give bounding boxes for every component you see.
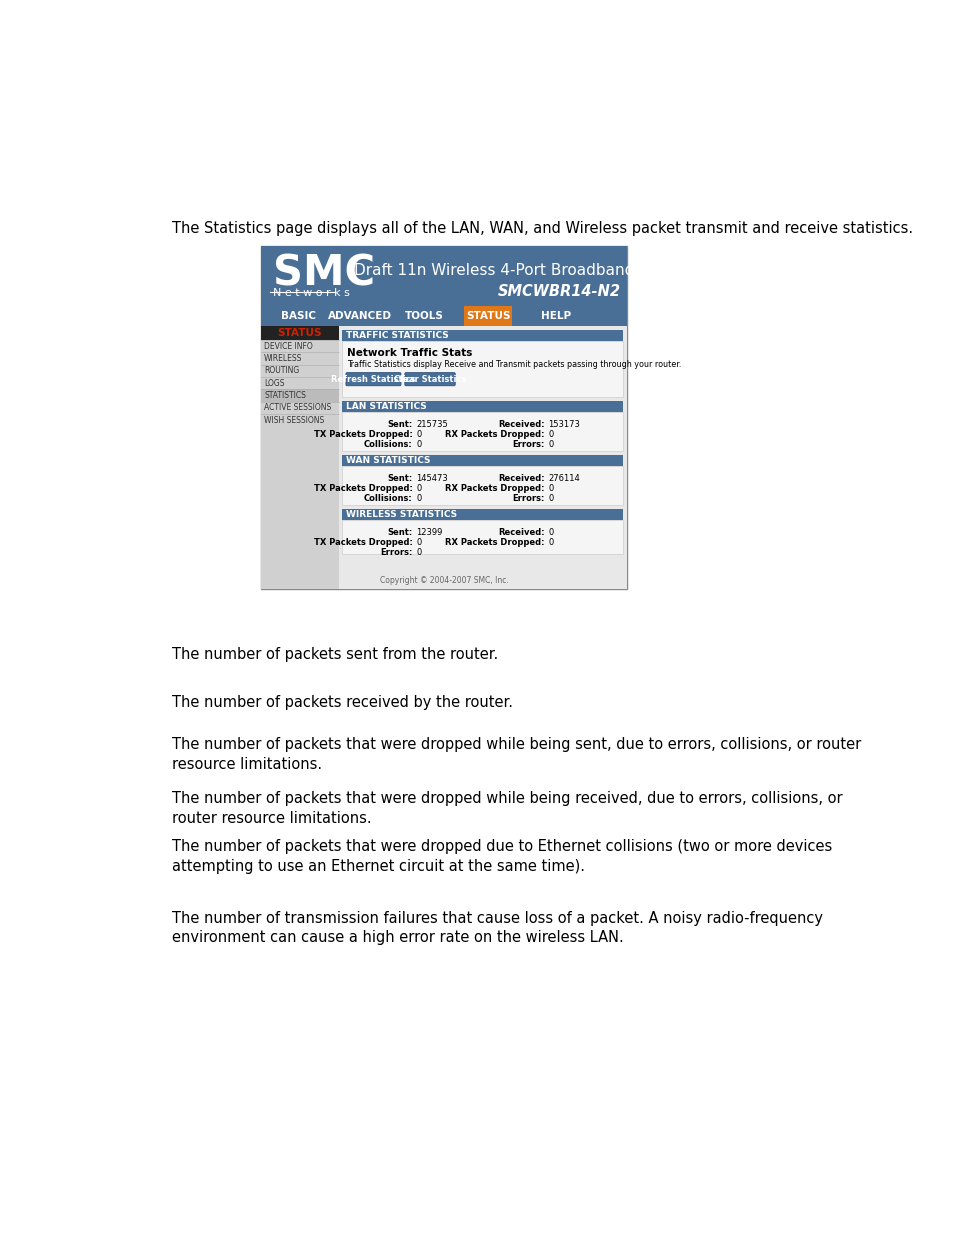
Text: LOGS: LOGS: [264, 379, 284, 388]
Text: The number of transmission failures that cause loss of a packet. A noisy radio-f: The number of transmission failures that…: [172, 910, 822, 945]
Bar: [342, 454, 622, 466]
Text: STATUS: STATUS: [277, 329, 322, 338]
Bar: [342, 509, 622, 520]
Text: N e t w o r k s: N e t w o r k s: [273, 288, 349, 298]
Text: Sent:: Sent:: [387, 474, 412, 483]
Text: HELP: HELP: [540, 311, 570, 321]
Text: 0: 0: [548, 494, 553, 503]
Text: Received:: Received:: [497, 474, 544, 483]
Text: The number of packets that were dropped while being received, due to errors, col: The number of packets that were dropped …: [172, 792, 841, 826]
Text: RX Packets Dropped:: RX Packets Dropped:: [444, 537, 544, 547]
Bar: [342, 520, 622, 555]
Text: BASIC: BASIC: [280, 311, 315, 321]
Text: Errors:: Errors:: [512, 494, 544, 503]
Bar: [342, 412, 622, 451]
Text: Network Traffic Stats: Network Traffic Stats: [347, 347, 472, 358]
Text: TOOLS: TOOLS: [404, 311, 443, 321]
Text: 0: 0: [548, 484, 553, 493]
Text: ACTIVE SESSIONS: ACTIVE SESSIONS: [264, 403, 331, 412]
FancyBboxPatch shape: [346, 373, 400, 385]
Text: Copyright © 2004-2007 SMC, Inc.: Copyright © 2004-2007 SMC, Inc.: [379, 577, 508, 585]
Text: Refresh Statistics: Refresh Statistics: [331, 374, 416, 384]
Text: RX Packets Dropped:: RX Packets Dropped:: [444, 484, 544, 493]
Bar: [342, 401, 622, 412]
Text: WIRELESS STATISTICS: WIRELESS STATISTICS: [346, 510, 457, 519]
Text: RX Packets Dropped:: RX Packets Dropped:: [444, 430, 544, 438]
Bar: [342, 466, 622, 505]
Text: The number of packets received by the router.: The number of packets received by the ro…: [172, 695, 513, 710]
Text: The number of packets that were dropped due to Ethernet collisions (two or more : The number of packets that were dropped …: [172, 839, 831, 873]
Text: Collisions:: Collisions:: [363, 494, 412, 503]
Text: 153173: 153173: [548, 420, 579, 429]
Text: 0: 0: [416, 484, 421, 493]
Text: 0: 0: [548, 527, 553, 537]
Bar: [342, 341, 622, 396]
Bar: [261, 306, 626, 326]
Bar: [261, 389, 338, 401]
Bar: [261, 246, 626, 589]
Text: 276114: 276114: [548, 474, 579, 483]
Text: TX Packets Dropped:: TX Packets Dropped:: [314, 430, 412, 438]
FancyBboxPatch shape: [404, 373, 455, 385]
Text: 0: 0: [548, 537, 553, 547]
Text: Traffic Statistics display Receive and Transmit packets passing through your rou: Traffic Statistics display Receive and T…: [347, 359, 680, 369]
Text: Received:: Received:: [497, 527, 544, 537]
Text: SMCWBR14-N2: SMCWBR14-N2: [497, 284, 620, 300]
Text: The Statistics page displays all of the LAN, WAN, and Wireless packet transmit a: The Statistics page displays all of the …: [172, 221, 912, 236]
Text: 215735: 215735: [416, 420, 448, 429]
Text: STATISTICS: STATISTICS: [264, 390, 306, 400]
Text: 0: 0: [548, 430, 553, 438]
Text: 145473: 145473: [416, 474, 448, 483]
Text: 0: 0: [416, 430, 421, 438]
Text: Errors:: Errors:: [380, 548, 412, 557]
Text: WISH SESSIONS: WISH SESSIONS: [264, 415, 324, 425]
Text: WAN STATISTICS: WAN STATISTICS: [346, 456, 431, 464]
Text: WIRELESS: WIRELESS: [264, 354, 302, 363]
Bar: [464, 306, 512, 326]
Bar: [261, 326, 338, 589]
Text: 0: 0: [416, 548, 421, 557]
Text: ADVANCED: ADVANCED: [328, 311, 392, 321]
Text: Sent:: Sent:: [387, 420, 412, 429]
Text: DEVICE INFO: DEVICE INFO: [264, 342, 313, 351]
Bar: [261, 246, 626, 306]
Text: LAN STATISTICS: LAN STATISTICS: [346, 403, 427, 411]
Text: TRAFFIC STATISTICS: TRAFFIC STATISTICS: [346, 331, 449, 340]
Bar: [338, 326, 626, 589]
Text: 12399: 12399: [416, 527, 442, 537]
Text: Collisions:: Collisions:: [363, 440, 412, 450]
Text: Sent:: Sent:: [387, 527, 412, 537]
Bar: [342, 330, 622, 341]
Bar: [261, 326, 338, 340]
Text: 0: 0: [416, 537, 421, 547]
Text: Clear Statistics: Clear Statistics: [394, 374, 466, 384]
Text: SMC: SMC: [273, 252, 375, 294]
Text: TX Packets Dropped:: TX Packets Dropped:: [314, 484, 412, 493]
Text: TX Packets Dropped:: TX Packets Dropped:: [314, 537, 412, 547]
Text: 0: 0: [416, 440, 421, 450]
Text: Draft 11n Wireless 4-Port Broadband Router: Draft 11n Wireless 4-Port Broadband Rout…: [354, 263, 689, 278]
Text: 0: 0: [548, 440, 553, 450]
Text: The number of packets sent from the router.: The number of packets sent from the rout…: [172, 647, 497, 662]
Text: 0: 0: [416, 494, 421, 503]
Text: STATUS: STATUS: [465, 311, 510, 321]
Text: ROUTING: ROUTING: [264, 367, 299, 375]
Text: The number of packets that were dropped while being sent, due to errors, collisi: The number of packets that were dropped …: [172, 737, 861, 772]
Text: Errors:: Errors:: [512, 440, 544, 450]
Text: Received:: Received:: [497, 420, 544, 429]
